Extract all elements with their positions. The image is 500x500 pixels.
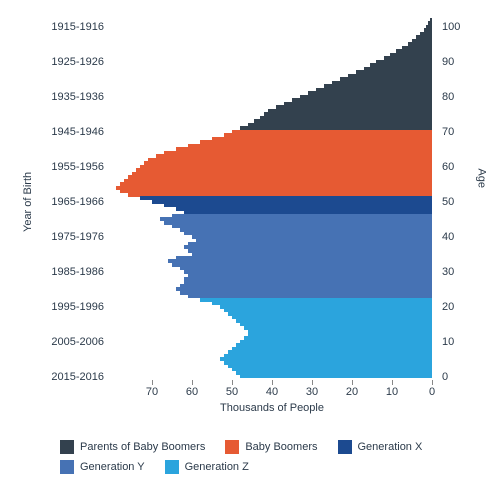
y-right-tick: 10 (442, 336, 454, 348)
legend-swatch (165, 460, 179, 474)
y-left-tick: 1935-1936 (10, 91, 104, 103)
x-tick-mark (152, 380, 153, 385)
legend: Parents of Baby Boomers Baby Boomers Gener… (60, 440, 460, 474)
y-left-axis-label: Year of Birth (22, 172, 34, 232)
legend-label: Parents of Baby Boomers (80, 441, 205, 453)
x-tick-mark (232, 380, 233, 385)
x-tick-mark (432, 380, 433, 385)
legend-swatch (338, 440, 352, 454)
legend-label: Generation X (358, 441, 423, 453)
x-tick-label: 70 (146, 386, 158, 398)
y-right-tick: 50 (442, 196, 454, 208)
legend-item: Baby Boomers (225, 440, 317, 454)
y-left-tick: 1925-1926 (10, 56, 104, 68)
pop-bar (240, 375, 432, 379)
y-right-axis-label: Age (476, 168, 488, 188)
y-right-tick: 30 (442, 266, 454, 278)
y-right-tick: 20 (442, 301, 454, 313)
x-tick-label: 20 (346, 386, 358, 398)
legend-item: Generation Y (60, 460, 145, 474)
legend-swatch (225, 440, 239, 454)
y-right-tick: 0 (442, 371, 448, 383)
x-tick-label: 10 (386, 386, 398, 398)
x-tick-label: 0 (429, 386, 435, 398)
x-tick-mark (272, 380, 273, 385)
legend-item: Generation X (338, 440, 423, 454)
x-tick-label: 50 (226, 386, 238, 398)
legend-item: Parents of Baby Boomers (60, 440, 205, 454)
x-tick-mark (392, 380, 393, 385)
y-right-tick: 100 (442, 21, 460, 33)
legend-item: Generation Z (165, 460, 249, 474)
x-tick-mark (352, 380, 353, 385)
legend-swatch (60, 440, 74, 454)
x-tick-label: 60 (186, 386, 198, 398)
y-left-tick: 2015-2016 (10, 371, 104, 383)
y-right-tick: 90 (442, 56, 454, 68)
y-left-tick: 1915-1916 (10, 21, 104, 33)
y-right-tick: 40 (442, 231, 454, 243)
legend-label: Baby Boomers (245, 441, 317, 453)
x-tick-mark (192, 380, 193, 385)
plot-area (112, 18, 432, 378)
y-right-tick: 60 (442, 161, 454, 173)
legend-label: Generation Y (80, 461, 145, 473)
y-right-tick: 70 (442, 126, 454, 138)
y-left-tick: 1995-1996 (10, 301, 104, 313)
x-axis-label: Thousands of People (112, 402, 432, 414)
population-chart: 1915-19161925-19261935-19361945-19461955… (0, 0, 500, 500)
legend-swatch (60, 460, 74, 474)
y-left-tick: 1945-1946 (10, 126, 104, 138)
y-left-tick: 2005-2006 (10, 336, 104, 348)
y-left-tick: 1985-1986 (10, 266, 104, 278)
x-tick-label: 30 (306, 386, 318, 398)
legend-label: Generation Z (185, 461, 249, 473)
x-tick-mark (312, 380, 313, 385)
y-left-tick: 1975-1976 (10, 231, 104, 243)
x-tick-label: 40 (266, 386, 278, 398)
y-right-tick: 80 (442, 91, 454, 103)
